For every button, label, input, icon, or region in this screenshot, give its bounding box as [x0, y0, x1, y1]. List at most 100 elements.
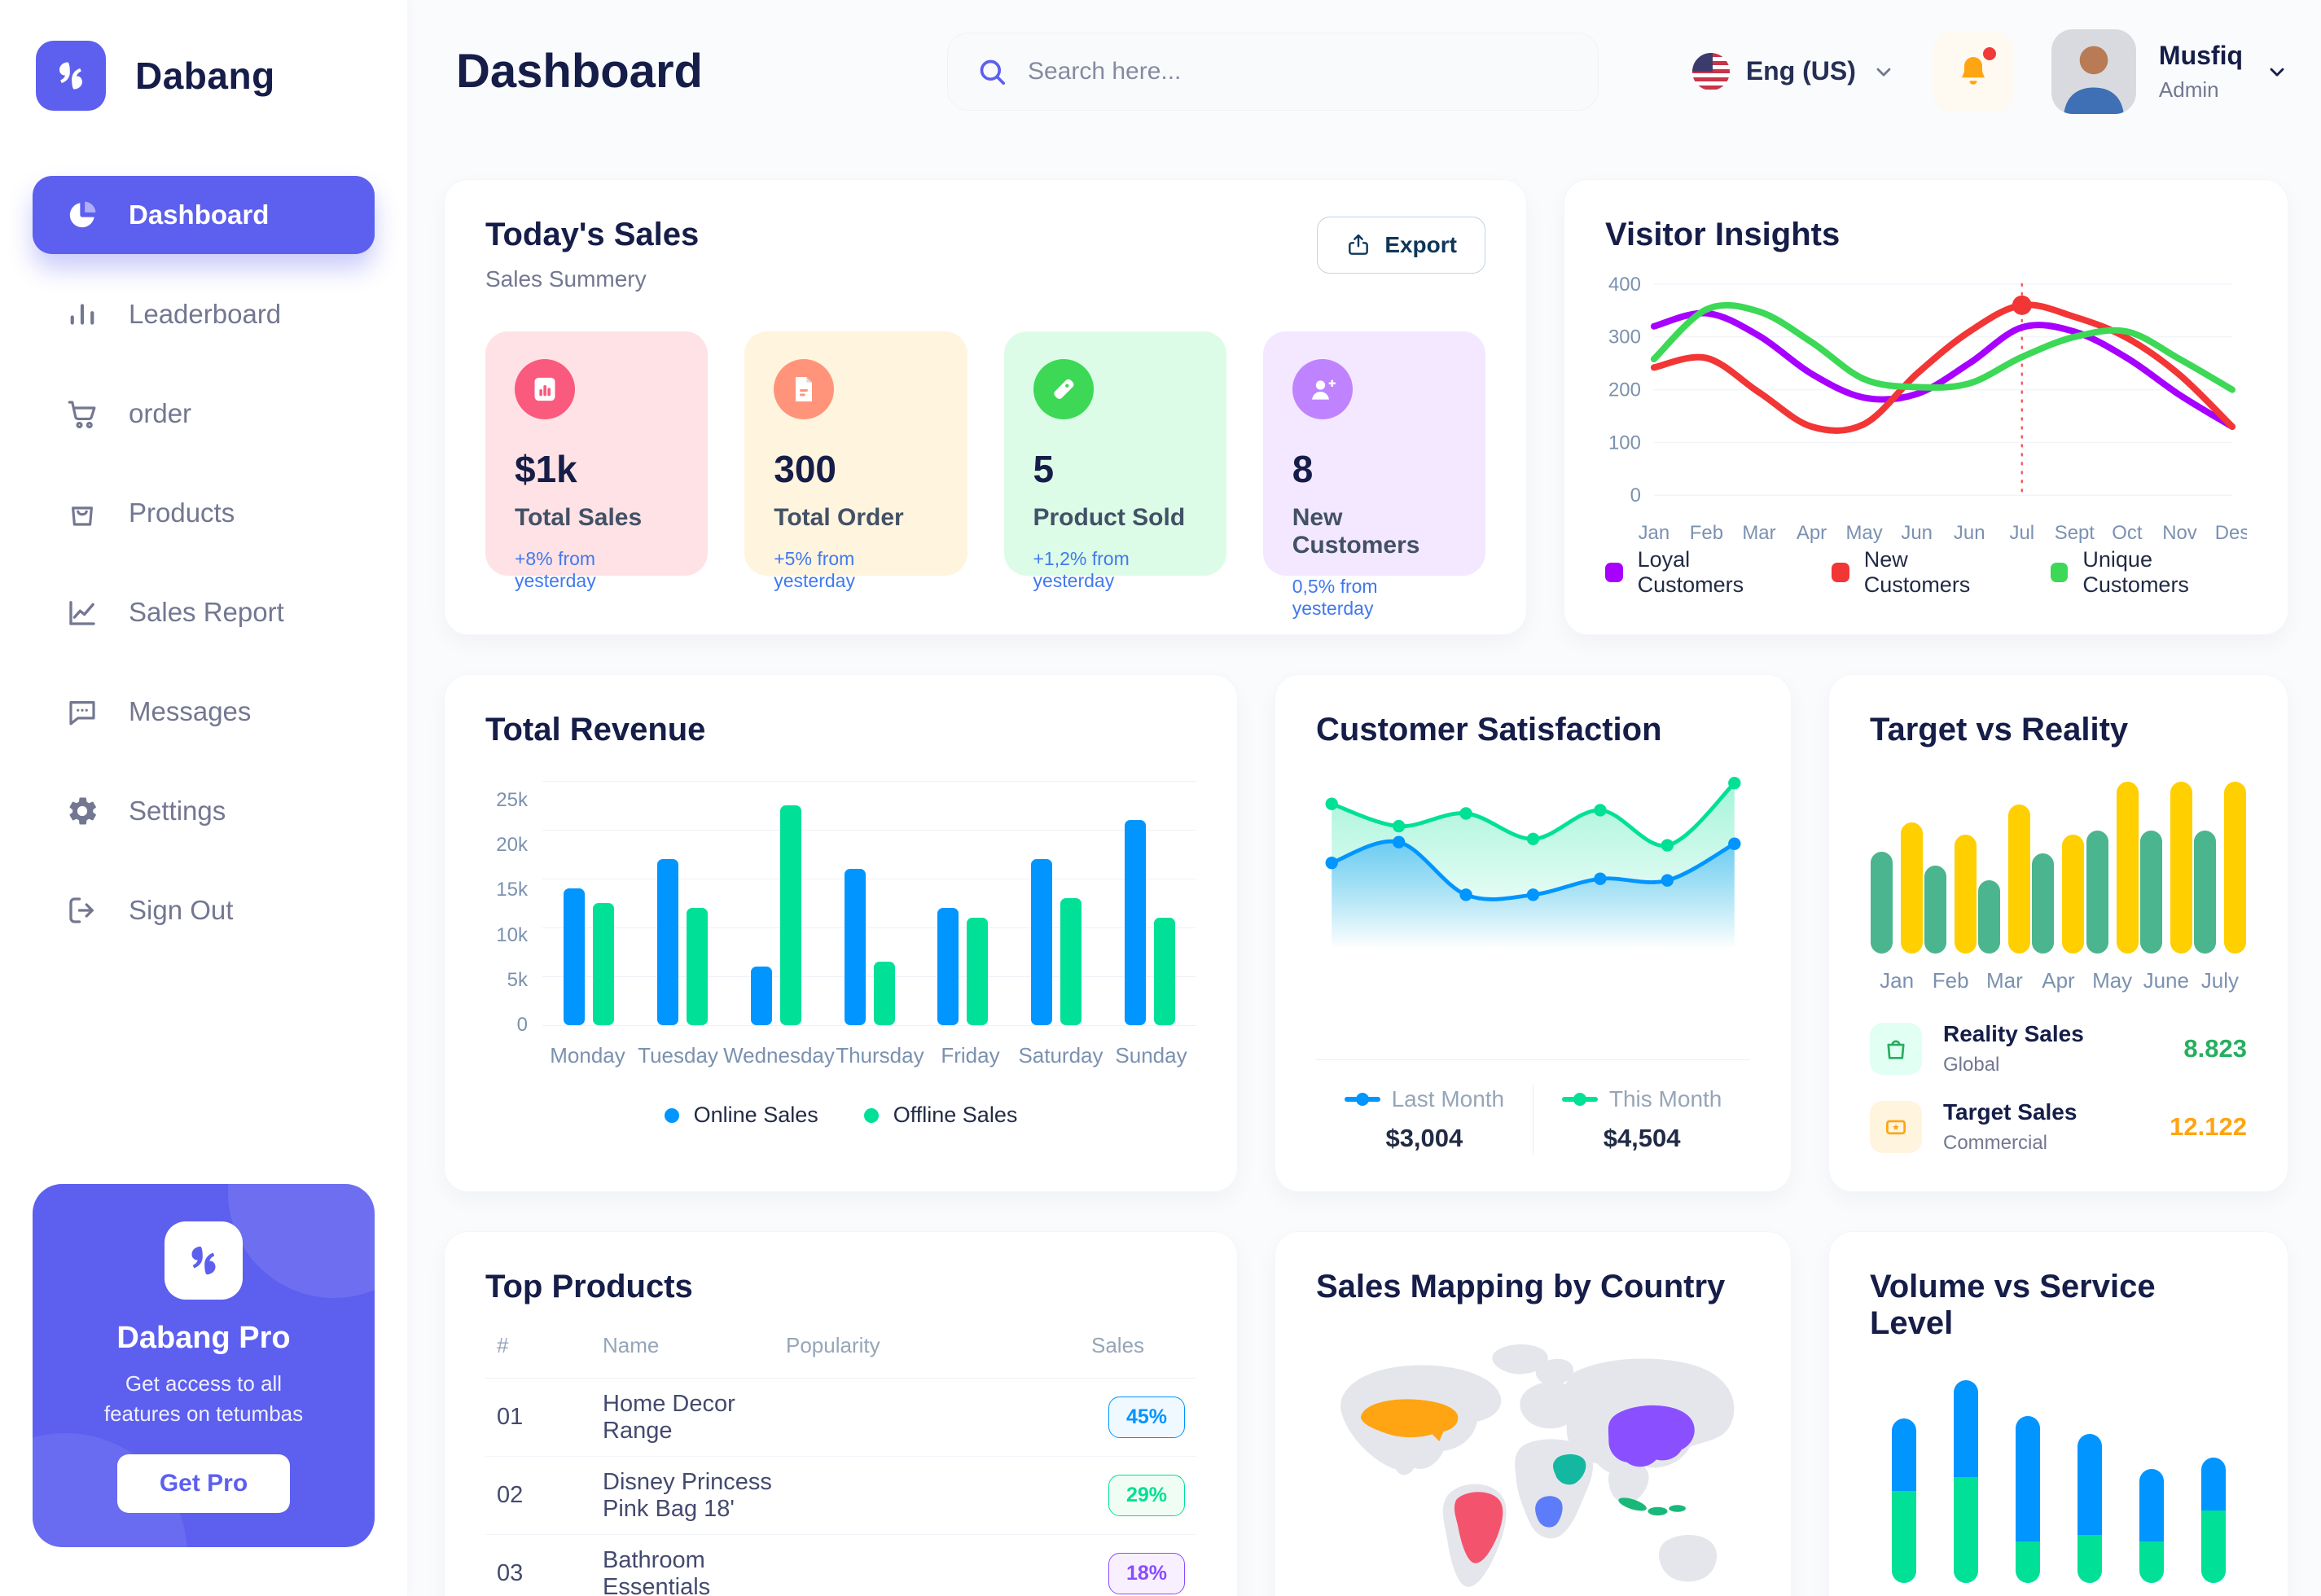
total-revenue-card: Total Revenue 25k 20k 15k 10k 5k 0 Monday Tues…	[444, 674, 1238, 1193]
legend-item-last-month: Last Month $3,004	[1316, 1086, 1533, 1153]
svg-text:Jun: Jun	[1954, 522, 1985, 544]
sidebar-item-label: Dashboard	[129, 200, 270, 230]
revenue-bar-online-sales-saturday	[1030, 859, 1052, 1026]
sidebar-item-label: order	[129, 398, 192, 428]
total-revenue-legend: Online Sales Offline Sales	[485, 1103, 1196, 1128]
notifications-button[interactable]	[1932, 30, 2014, 112]
legend-item-loyal-customers: Loyal Customers	[1605, 547, 1786, 598]
stat-delta: +5% from yesterday	[774, 548, 855, 591]
bar-reality-sales-june	[2139, 831, 2162, 954]
product-name: Disney Princess Pink Bag 18'	[603, 1468, 772, 1522]
sidebar-item-sign-out[interactable]: Sign Out	[33, 871, 375, 949]
country-indonesia	[1618, 1497, 1686, 1516]
sales-badge: 18%	[1108, 1553, 1185, 1595]
stat-file-icon	[774, 359, 835, 419]
notification-dot	[1982, 46, 1996, 60]
sidebar-item-leaderboard[interactable]: Leaderboard	[33, 275, 375, 353]
sidebar-item-label: Messages	[129, 696, 252, 726]
sidebar-nav: Dashboard Leaderboard order Products Sal…	[33, 176, 375, 949]
product-name: Home Decor Range	[603, 1390, 735, 1444]
world-map	[1340, 1344, 1735, 1587]
export-button[interactable]: Export	[1317, 217, 1485, 274]
brand-name: Dabang	[135, 55, 275, 97]
legend-item-offline-sales: Offline Sales	[863, 1103, 1017, 1128]
revenue-bar-offline-sales-sunday	[1153, 918, 1175, 1026]
search-box[interactable]	[946, 32, 1599, 111]
search-input[interactable]	[1027, 57, 1570, 86]
legend-dot	[664, 1107, 679, 1123]
export-icon	[1349, 234, 1369, 255]
user-role: Admin	[2158, 77, 2219, 102]
sidebar-item-dashboard[interactable]: Dashboard	[33, 176, 375, 254]
volume-service-title: Volume vs Service Level	[1870, 1269, 2156, 1342]
legend-item-online-sales: Online Sales	[664, 1103, 818, 1128]
today-sales-subtitle: Sales Summery	[485, 266, 647, 292]
revenue-bar-online-sales-tuesday	[657, 859, 679, 1026]
language-selector[interactable]: Eng (US)	[1691, 52, 1895, 90]
dashboard-content: Today's Sales Sales Summery Export $1k	[407, 142, 2321, 1596]
legend-dot	[863, 1107, 879, 1123]
stat-label: New Customers	[1292, 504, 1420, 559]
legend-divider	[1532, 1085, 1534, 1155]
user-chevron-down-icon	[2266, 60, 2288, 83]
bag-icon	[1870, 1023, 1922, 1076]
sidebar-item-settings[interactable]: Settings	[33, 772, 375, 850]
sidebar-item-products[interactable]: Products	[33, 474, 375, 552]
stat-value: $1k	[515, 448, 577, 490]
svg-text:Mar: Mar	[1742, 522, 1775, 544]
bar-chart-icon	[65, 297, 99, 331]
bar-reality-sales-apr	[2032, 853, 2055, 954]
country-usa	[1361, 1399, 1459, 1442]
search-icon	[980, 59, 1005, 85]
bar-reality-sales-feb	[1924, 866, 1947, 954]
pro-logo-icon	[165, 1221, 243, 1300]
stat-card-total-sales: $1k Total Sales +8% from yesterday	[485, 331, 709, 591]
svg-text:100: 100	[1608, 432, 1641, 454]
country-china	[1608, 1405, 1695, 1467]
volume-service-bar-1	[1891, 1418, 1916, 1584]
svg-text:Apr: Apr	[1797, 522, 1827, 544]
customer-satisfaction-chart	[1325, 777, 1741, 949]
sidebar-item-label: Settings	[129, 796, 226, 826]
bell-icon	[1961, 56, 1985, 85]
stat-delta: +1,2% from yesterday	[1033, 548, 1130, 591]
legend-total: $3,004	[1385, 1124, 1463, 1153]
revenue-x-axis: Monday Tuesday Wednesday Thursday Friday Satu…	[550, 1043, 1187, 1068]
product-number: 01	[497, 1404, 524, 1431]
revenue-bar-online-sales-wednesday	[750, 967, 772, 1026]
today-sales-card: Today's Sales Sales Summery Export $1k	[444, 179, 1527, 636]
sidebar-item-messages[interactable]: Messages	[33, 673, 375, 751]
stat-label: Total Order	[774, 504, 904, 531]
bar-target-sales-jan	[1901, 822, 1924, 954]
product-number: 02	[497, 1482, 524, 1509]
bar-reality-sales-mar	[1978, 880, 2001, 954]
stat-tag-icon	[1033, 359, 1094, 419]
top-products-title: Top Products	[485, 1269, 693, 1305]
target-vs-reality-card: Target vs Reality Jan Feb Mar Apr May June Jul…	[1828, 674, 2288, 1193]
get-pro-button[interactable]: Get Pro	[117, 1454, 290, 1513]
target-vs-reality-x-axis: Jan Feb Mar Apr May June July	[1880, 968, 2240, 993]
sidebar-item-order[interactable]: order	[33, 375, 375, 453]
country-congo	[1535, 1496, 1563, 1528]
stat-cards: $1k Total Sales +8% from yesterday 300 T…	[485, 331, 1485, 619]
bar-reality-sales-july	[2193, 831, 2216, 954]
summary-value: 12.122	[2170, 1112, 2247, 1142]
svg-text:Oct: Oct	[2112, 522, 2143, 544]
brand: Dabang	[33, 41, 375, 111]
sidebar-item-sales-report[interactable]: Sales Report	[33, 573, 375, 651]
svg-text:0: 0	[1630, 484, 1641, 506]
user-menu[interactable]: Musfiq Admin	[2051, 28, 2288, 114]
stat-label: Product Sold	[1033, 504, 1186, 531]
volume-service-bar-2	[1953, 1380, 1978, 1584]
svg-text:May: May	[1846, 522, 1883, 544]
brand-logo-icon	[36, 41, 106, 111]
summary-row-reality-sales: Reality Sales Global 8.823	[1870, 1021, 2247, 1076]
svg-text:Jan: Jan	[1639, 522, 1670, 544]
target-vs-reality-title: Target vs Reality	[1870, 712, 2129, 748]
product-number: 03	[497, 1560, 524, 1587]
cart-icon	[65, 397, 99, 431]
volume-service-bar-6	[2200, 1458, 2226, 1584]
legend-swatch	[2050, 563, 2069, 583]
sales-badge: 29%	[1108, 1475, 1185, 1517]
revenue-bar-offline-sales-saturday	[1060, 898, 1082, 1026]
